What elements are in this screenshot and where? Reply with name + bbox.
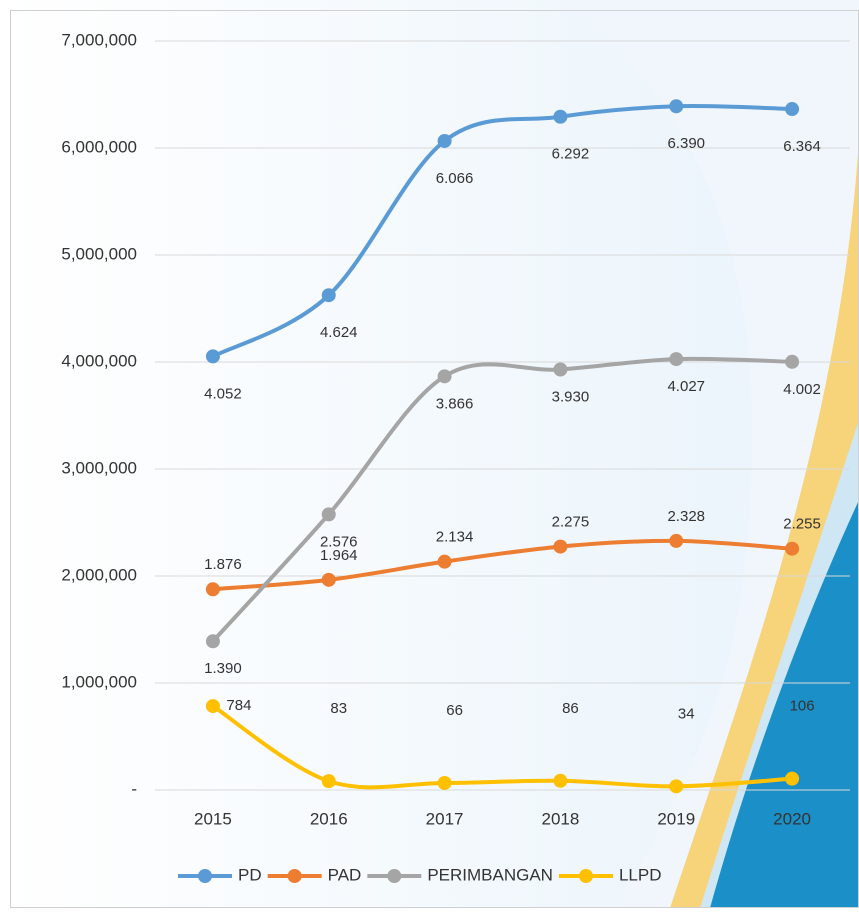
- data-label: 83: [330, 700, 347, 717]
- legend-marker: [579, 869, 593, 883]
- data-label: 2.255: [783, 516, 821, 533]
- legend-label: PERIMBANGAN: [427, 865, 553, 884]
- data-point: [785, 355, 799, 369]
- legend-marker: [387, 869, 401, 883]
- y-tick-label: -: [131, 779, 137, 798]
- data-label: 1.876: [204, 556, 242, 573]
- data-point: [553, 774, 567, 788]
- data-label: 6.390: [667, 135, 705, 152]
- data-label: 4.027: [667, 378, 705, 395]
- legend-label: PAD: [328, 865, 362, 884]
- data-point: [553, 362, 567, 376]
- data-point: [669, 779, 683, 793]
- data-point: [206, 582, 220, 596]
- data-label: 4.624: [320, 324, 358, 341]
- legend-label: PD: [238, 865, 262, 884]
- data-label: 4.002: [783, 381, 821, 398]
- data-label: 784: [226, 697, 251, 714]
- y-tick-label: 3,000,000: [61, 458, 137, 477]
- data-label: 66: [446, 702, 463, 719]
- data-label: 86: [562, 700, 579, 717]
- x-tick-label: 2018: [542, 809, 580, 828]
- data-point: [438, 555, 452, 569]
- legend-marker: [198, 869, 212, 883]
- y-tick-label: 6,000,000: [61, 137, 137, 156]
- data-point: [438, 134, 452, 148]
- data-point: [669, 352, 683, 366]
- data-point: [785, 102, 799, 116]
- data-label: 6.364: [783, 138, 821, 155]
- data-point: [669, 99, 683, 113]
- data-point: [785, 772, 799, 786]
- data-point: [322, 288, 336, 302]
- data-point: [206, 349, 220, 363]
- data-point: [553, 110, 567, 124]
- data-label: 2.328: [667, 508, 705, 525]
- data-label: 1.390: [204, 660, 242, 677]
- x-tick-label: 2016: [310, 809, 348, 828]
- y-tick-label: 4,000,000: [61, 351, 137, 370]
- x-tick-label: 2020: [773, 809, 811, 828]
- data-label: 34: [678, 705, 695, 722]
- legend-label: LLPD: [619, 865, 662, 884]
- data-point: [785, 542, 799, 556]
- x-tick-label: 2017: [426, 809, 464, 828]
- y-tick-label: 5,000,000: [61, 244, 137, 263]
- legend-marker: [288, 869, 302, 883]
- data-label: 2.275: [552, 514, 590, 531]
- chart: - 1,000,000 2,000,000 3,000,000 4,000,000 5,0…: [0, 0, 859, 908]
- data-label: 2.134: [436, 529, 474, 546]
- data-point: [322, 573, 336, 587]
- y-tick-label: 2,000,000: [61, 565, 137, 584]
- data-point: [322, 507, 336, 521]
- data-point: [553, 540, 567, 554]
- data-label: 6.292: [552, 146, 590, 163]
- data-point: [206, 634, 220, 648]
- data-label: 106: [790, 698, 815, 715]
- data-label: 3.930: [552, 388, 590, 405]
- data-point: [322, 774, 336, 788]
- data-label: 4.052: [204, 385, 242, 402]
- y-tick-label: 7,000,000: [61, 30, 137, 49]
- y-tick-label: 1,000,000: [61, 672, 137, 691]
- x-tick-label: 2019: [657, 809, 695, 828]
- data-label: 6.066: [436, 170, 474, 187]
- data-point: [438, 369, 452, 383]
- data-point: [206, 699, 220, 713]
- x-tick-label: 2015: [194, 809, 232, 828]
- data-label: 2.576: [320, 533, 358, 550]
- data-label: 3.866: [436, 395, 474, 412]
- data-point: [438, 776, 452, 790]
- data-point: [669, 534, 683, 548]
